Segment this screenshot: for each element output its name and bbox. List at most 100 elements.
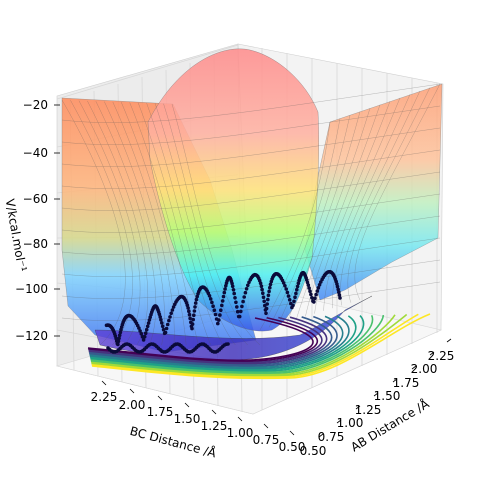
x-tick-mark: [355, 405, 361, 410]
trajectory-point: [138, 329, 142, 333]
trajectory-point: [139, 332, 144, 336]
trajectory-point: [192, 313, 196, 318]
x-tick-label: 1.00: [337, 416, 364, 430]
contour-line: [91, 314, 396, 376]
x-axis-ticks: 0.500.751.001.251.501.752.002.25: [300, 338, 455, 458]
trajectory-point: [162, 331, 167, 336]
trajectory-point: [221, 294, 226, 299]
y-axis-ticks: 2.252.00 1.75 1.50 1.25 1.00 0.75 0.50: [91, 380, 306, 454]
y-tick-label: 1.25: [201, 419, 228, 433]
trajectory-point: [239, 309, 243, 314]
trajectory-point: [295, 287, 299, 292]
mesh-line: [146, 103, 224, 346]
trajectory-point: [220, 299, 225, 303]
trajectory-point: [295, 284, 300, 289]
trajectory-point: [284, 287, 289, 291]
trajectory-point: [186, 306, 190, 310]
trajectory-point: [208, 297, 213, 301]
mesh-line: [61, 237, 441, 277]
x-tick-mark: [373, 392, 379, 397]
contour-line: [88, 316, 328, 365]
trajectory-point: [296, 281, 301, 286]
trajectory-point: [143, 331, 148, 336]
mesh-line: [95, 101, 157, 346]
trajectory-point: [216, 321, 220, 326]
trajectory-point: [263, 308, 268, 312]
trajectory-point: [308, 289, 312, 294]
mesh-line: [347, 87, 431, 303]
x-tick-mark: [318, 433, 324, 438]
x-tick-label: 1.25: [355, 403, 382, 417]
contour-line: [88, 316, 333, 366]
mesh-line: [323, 97, 401, 311]
trajectory-point: [161, 327, 166, 332]
trajectory-point: [171, 305, 176, 309]
trajectory-point: [140, 335, 145, 339]
y-tick-label: 1.50: [174, 412, 201, 426]
y-tick-mark: [237, 416, 243, 422]
trajectory-point: [226, 342, 230, 346]
trajectory-point: [235, 309, 240, 314]
z-tick-label: −60: [23, 192, 48, 206]
trajectory-point: [232, 291, 236, 296]
mesh-line: [340, 90, 421, 306]
trajectory-point: [309, 292, 313, 297]
trajectory-point: [286, 294, 291, 298]
trajectory-point: [336, 287, 341, 292]
trajectory-point: [293, 295, 297, 300]
floor-contours: [87, 313, 431, 380]
trajectory-point: [337, 290, 341, 295]
trajectory-point: [317, 283, 322, 287]
trajectory-point: [214, 317, 219, 321]
trajectory-point: [104, 323, 109, 328]
x-tick-mark: [446, 338, 452, 343]
trajectory-point: [160, 324, 165, 329]
x-tick-label: 1.50: [374, 389, 401, 403]
y-tick-mark: [184, 402, 190, 408]
contour-line: [91, 313, 419, 378]
mesh-line: [154, 103, 236, 346]
mesh-line: [104, 101, 165, 346]
trajectory-point: [191, 317, 195, 322]
contour-line: [90, 315, 357, 371]
mesh-line: [129, 102, 199, 346]
y-tick-label: 1.75: [147, 405, 174, 419]
trajectory-point: [263, 303, 267, 308]
trajectory-point: [287, 298, 292, 302]
contour-line: [90, 314, 385, 375]
trajectory-point: [268, 285, 272, 290]
x-tick-mark: [429, 351, 435, 356]
trajectory-point: [234, 300, 238, 305]
y-tick-label: 0.50: [279, 440, 306, 454]
mesh-line: [296, 108, 371, 320]
trajectory-point: [283, 284, 287, 288]
trajectory-point: [297, 278, 301, 283]
mesh-line: [61, 193, 441, 233]
grid-line: [56, 44, 239, 100]
trajectory-point: [285, 290, 290, 295]
mesh-line: [112, 101, 175, 346]
trajectory-point: [241, 299, 245, 304]
x-tick-label: 2.25: [428, 349, 455, 363]
trajectory-point: [146, 321, 151, 325]
trajectory-point: [289, 301, 293, 306]
trajectory-point: [259, 284, 264, 289]
trajectory-point: [164, 326, 169, 331]
trajectory-point: [189, 324, 194, 329]
trajectory-point: [145, 324, 150, 329]
contour-line: [89, 315, 344, 369]
trajectory-point: [269, 279, 274, 284]
trajectory-point: [311, 299, 315, 303]
trajectory-point: [261, 295, 266, 300]
trajectory-point: [243, 290, 248, 295]
trajectory-point: [310, 296, 314, 300]
z-axis-label: V/kcal.mol⁻¹: [3, 198, 30, 273]
contour-line: [90, 315, 365, 372]
trajectory: [104, 270, 342, 354]
trajectory-point: [266, 293, 271, 298]
trajectory-point: [173, 302, 177, 307]
y-tick-mark: [211, 409, 217, 415]
trajectory-point: [193, 301, 198, 305]
trajectory-point: [224, 284, 228, 288]
